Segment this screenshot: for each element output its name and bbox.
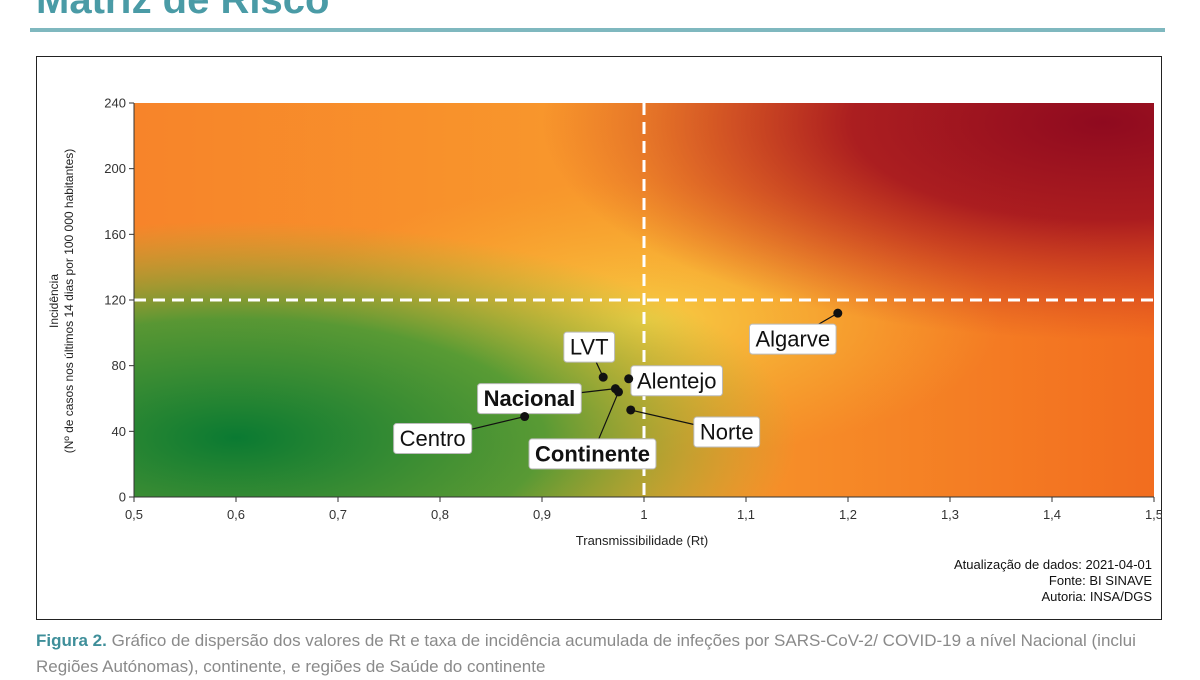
point-label-box <box>693 416 761 448</box>
figure-caption: Figura 2. Gráfico de dispersão dos valor… <box>36 628 1176 680</box>
y-tick-label: 240 <box>104 96 126 111</box>
x-axis-ticks: 0,5 0,6 0,7 0,8 0,9 1 1,1 1,2 1,3 1,4 1,5 <box>125 497 1162 522</box>
data-source: Fonte: BI SINAVE <box>1048 573 1152 588</box>
threshold-lines <box>134 103 1154 497</box>
y-axis-ticks: 0 40 80 120 160 200 240 <box>104 96 134 505</box>
y-tick-label: 160 <box>104 227 126 242</box>
x-tick-label: 1,4 <box>1043 507 1061 522</box>
point-label: Continente <box>535 441 650 466</box>
data-point-dot <box>626 405 636 415</box>
point-label: LVT <box>570 335 609 360</box>
point-label-box <box>393 423 473 455</box>
x-axis-label: Transmissibilidade (Rt) <box>576 533 708 548</box>
y-tick-label: 80 <box>112 358 126 373</box>
y-tick-label: 120 <box>104 293 126 308</box>
point-group: Algarve <box>749 308 843 355</box>
x-tick-label: 1 <box>640 507 647 522</box>
data-point-dot <box>520 412 530 422</box>
x-tick-label: 1,2 <box>839 507 857 522</box>
y-tick-label: 0 <box>119 490 126 505</box>
x-tick-label: 0,5 <box>125 507 143 522</box>
data-point-dot <box>624 374 634 384</box>
update-date: Atualização de dados: 2021-04-01 <box>953 557 1152 572</box>
y-axis-label-line2: (Nº de casos nos últimos 14 dias por 100… <box>62 149 76 454</box>
data-point-dot <box>833 308 843 318</box>
point-label: Nacional <box>484 386 576 411</box>
data-point-dot <box>614 387 623 397</box>
point-label: Centro <box>400 426 466 451</box>
y-tick-label: 40 <box>112 424 126 439</box>
title-divider <box>30 28 1165 32</box>
point-label: Norte <box>700 419 754 444</box>
y-tick-label: 200 <box>104 161 126 176</box>
point-label: Alentejo <box>637 368 717 393</box>
data-point-dot <box>598 372 608 382</box>
caption-label: Figura 2. <box>36 631 107 650</box>
point-label-box <box>528 438 657 470</box>
page-title: Matriz de Risco <box>36 0 330 22</box>
point-group: LVT <box>563 331 616 382</box>
point-group: Continente <box>528 387 657 470</box>
point-group: Alentejo <box>624 365 723 397</box>
point-label-box <box>477 383 582 415</box>
x-tick-label: 0,9 <box>533 507 551 522</box>
point-group: Centro <box>393 412 530 455</box>
point-group: Norte <box>626 405 761 448</box>
point-group: Nacional <box>477 383 620 415</box>
y-axis-label-line1: Incidência <box>47 274 61 328</box>
point-label: Algarve <box>756 327 831 352</box>
x-tick-label: 0,8 <box>431 507 449 522</box>
risk-matrix-chart: 0,5 0,6 0,7 0,8 0,9 1 1,1 1,2 1,3 1,4 1,5 0 40 80 120… <box>47 96 1162 549</box>
point-label-box <box>749 323 837 355</box>
point-label-box <box>563 331 616 363</box>
chart-credits: Atualização de dados: 2021-04-01 Fonte: … <box>954 557 1152 605</box>
x-tick-label: 0,7 <box>329 507 347 522</box>
x-tick-label: 0,6 <box>227 507 245 522</box>
x-tick-label: 1,5 <box>1145 507 1162 522</box>
caption-text: Gráfico de dispersão dos valores de Rt e… <box>36 631 1136 676</box>
data-points: Algarve LVT Alentejo Nacional Continente Nort… <box>393 308 843 470</box>
authorship: Autoria: INSA/DGS <box>1041 589 1152 604</box>
x-tick-label: 1,1 <box>737 507 755 522</box>
x-tick-label: 1,3 <box>941 507 959 522</box>
